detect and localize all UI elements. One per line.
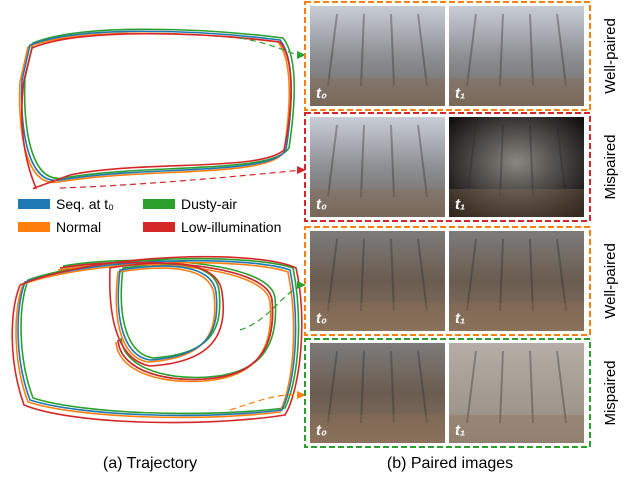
legend-swatch xyxy=(18,222,50,232)
shelf xyxy=(327,124,338,198)
trajectory-line xyxy=(20,257,300,415)
paired-images: t₀ t₁ Well-paired t₀ t₁ Mispaired t₀ t₁ Well-pai… xyxy=(304,1,619,448)
shelf xyxy=(499,350,504,424)
shelf xyxy=(390,238,395,312)
shelf xyxy=(360,238,365,312)
legend-swatch xyxy=(143,222,175,232)
arrow-head xyxy=(297,281,306,289)
trajectories xyxy=(11,28,306,424)
photo xyxy=(449,343,584,443)
row-label: Well-paired xyxy=(602,243,619,319)
trajectory-line xyxy=(23,28,296,179)
caption: (a) Trajectory xyxy=(103,455,197,472)
shelf xyxy=(390,13,395,87)
trajectory-line xyxy=(18,32,291,183)
shelf xyxy=(466,124,477,198)
floor xyxy=(449,78,584,106)
legend-label: Dusty-air xyxy=(181,196,237,212)
connector-arrow xyxy=(229,394,303,411)
image-label: t₀ xyxy=(316,422,327,439)
shelf xyxy=(417,13,428,87)
shelf xyxy=(556,350,567,424)
shelf xyxy=(417,238,428,312)
trajectory xyxy=(11,32,303,424)
photo xyxy=(310,231,445,331)
floor xyxy=(310,189,445,217)
shelf xyxy=(327,350,338,424)
photo xyxy=(310,343,445,443)
image-label: t₁ xyxy=(455,310,465,327)
shelf xyxy=(529,350,534,424)
trajectory-line xyxy=(59,261,274,381)
shelf xyxy=(417,350,428,424)
shelf xyxy=(327,238,338,312)
photo xyxy=(310,6,445,106)
floor xyxy=(449,415,584,443)
shelf xyxy=(417,124,428,198)
shelf xyxy=(499,124,504,198)
shelf xyxy=(529,13,534,87)
shelf xyxy=(360,13,365,87)
legend-label: Seq. at t₀ xyxy=(56,196,114,212)
photo xyxy=(310,117,445,217)
floor xyxy=(310,415,445,443)
photo xyxy=(449,6,584,106)
shelf xyxy=(360,350,365,424)
image-label: t₀ xyxy=(316,85,327,102)
shelf xyxy=(499,238,504,312)
row-frame xyxy=(304,112,591,222)
caption: (b) Paired images xyxy=(387,455,513,472)
shelf xyxy=(466,13,477,87)
shelf xyxy=(529,124,534,198)
shelf xyxy=(390,124,395,198)
image-label: t₁ xyxy=(455,196,465,213)
shelf xyxy=(390,350,395,424)
trajectory-line xyxy=(20,30,293,181)
shelf xyxy=(499,13,504,87)
shelf xyxy=(466,238,477,312)
legend-swatch xyxy=(18,199,50,209)
arrow-head xyxy=(297,51,306,59)
photo xyxy=(449,117,584,217)
row-label: Well-paired xyxy=(602,18,619,94)
floor xyxy=(449,189,584,217)
arrow-head xyxy=(297,391,306,399)
image-label: t₁ xyxy=(455,422,465,439)
row-frame xyxy=(304,1,591,111)
shelf xyxy=(556,124,567,198)
image-label: t₁ xyxy=(455,85,465,102)
floor xyxy=(310,303,445,331)
trajectory-line xyxy=(17,259,297,417)
photo xyxy=(449,231,584,331)
shelf xyxy=(466,350,477,424)
trajectory-line xyxy=(117,265,218,361)
row-frame xyxy=(304,338,591,448)
legend-label: Normal xyxy=(56,219,101,235)
shelf xyxy=(327,13,338,87)
legend-label: Low-illumination xyxy=(181,219,281,235)
floor xyxy=(310,78,445,106)
shelf xyxy=(556,13,567,87)
trajectory-line xyxy=(59,261,274,381)
connector-arrow xyxy=(59,169,303,189)
image-label: t₀ xyxy=(316,196,327,213)
legend: Seq. at t₀ Dusty-air Normal Low-illuminatio… xyxy=(18,196,281,235)
row-label: Mispaired xyxy=(602,360,619,425)
connector-arrow xyxy=(239,284,303,331)
row-label: Mispaired xyxy=(602,134,619,199)
legend-swatch xyxy=(143,199,175,209)
floor xyxy=(449,303,584,331)
trajectory-line xyxy=(11,255,303,424)
arrow-head xyxy=(297,166,306,174)
trajectory-line xyxy=(21,32,292,190)
shelf xyxy=(360,124,365,198)
row-frame xyxy=(304,226,591,336)
trajectory-line xyxy=(15,261,295,419)
shelf xyxy=(529,238,534,312)
image-label: t₀ xyxy=(316,310,327,327)
shelf xyxy=(556,238,567,312)
